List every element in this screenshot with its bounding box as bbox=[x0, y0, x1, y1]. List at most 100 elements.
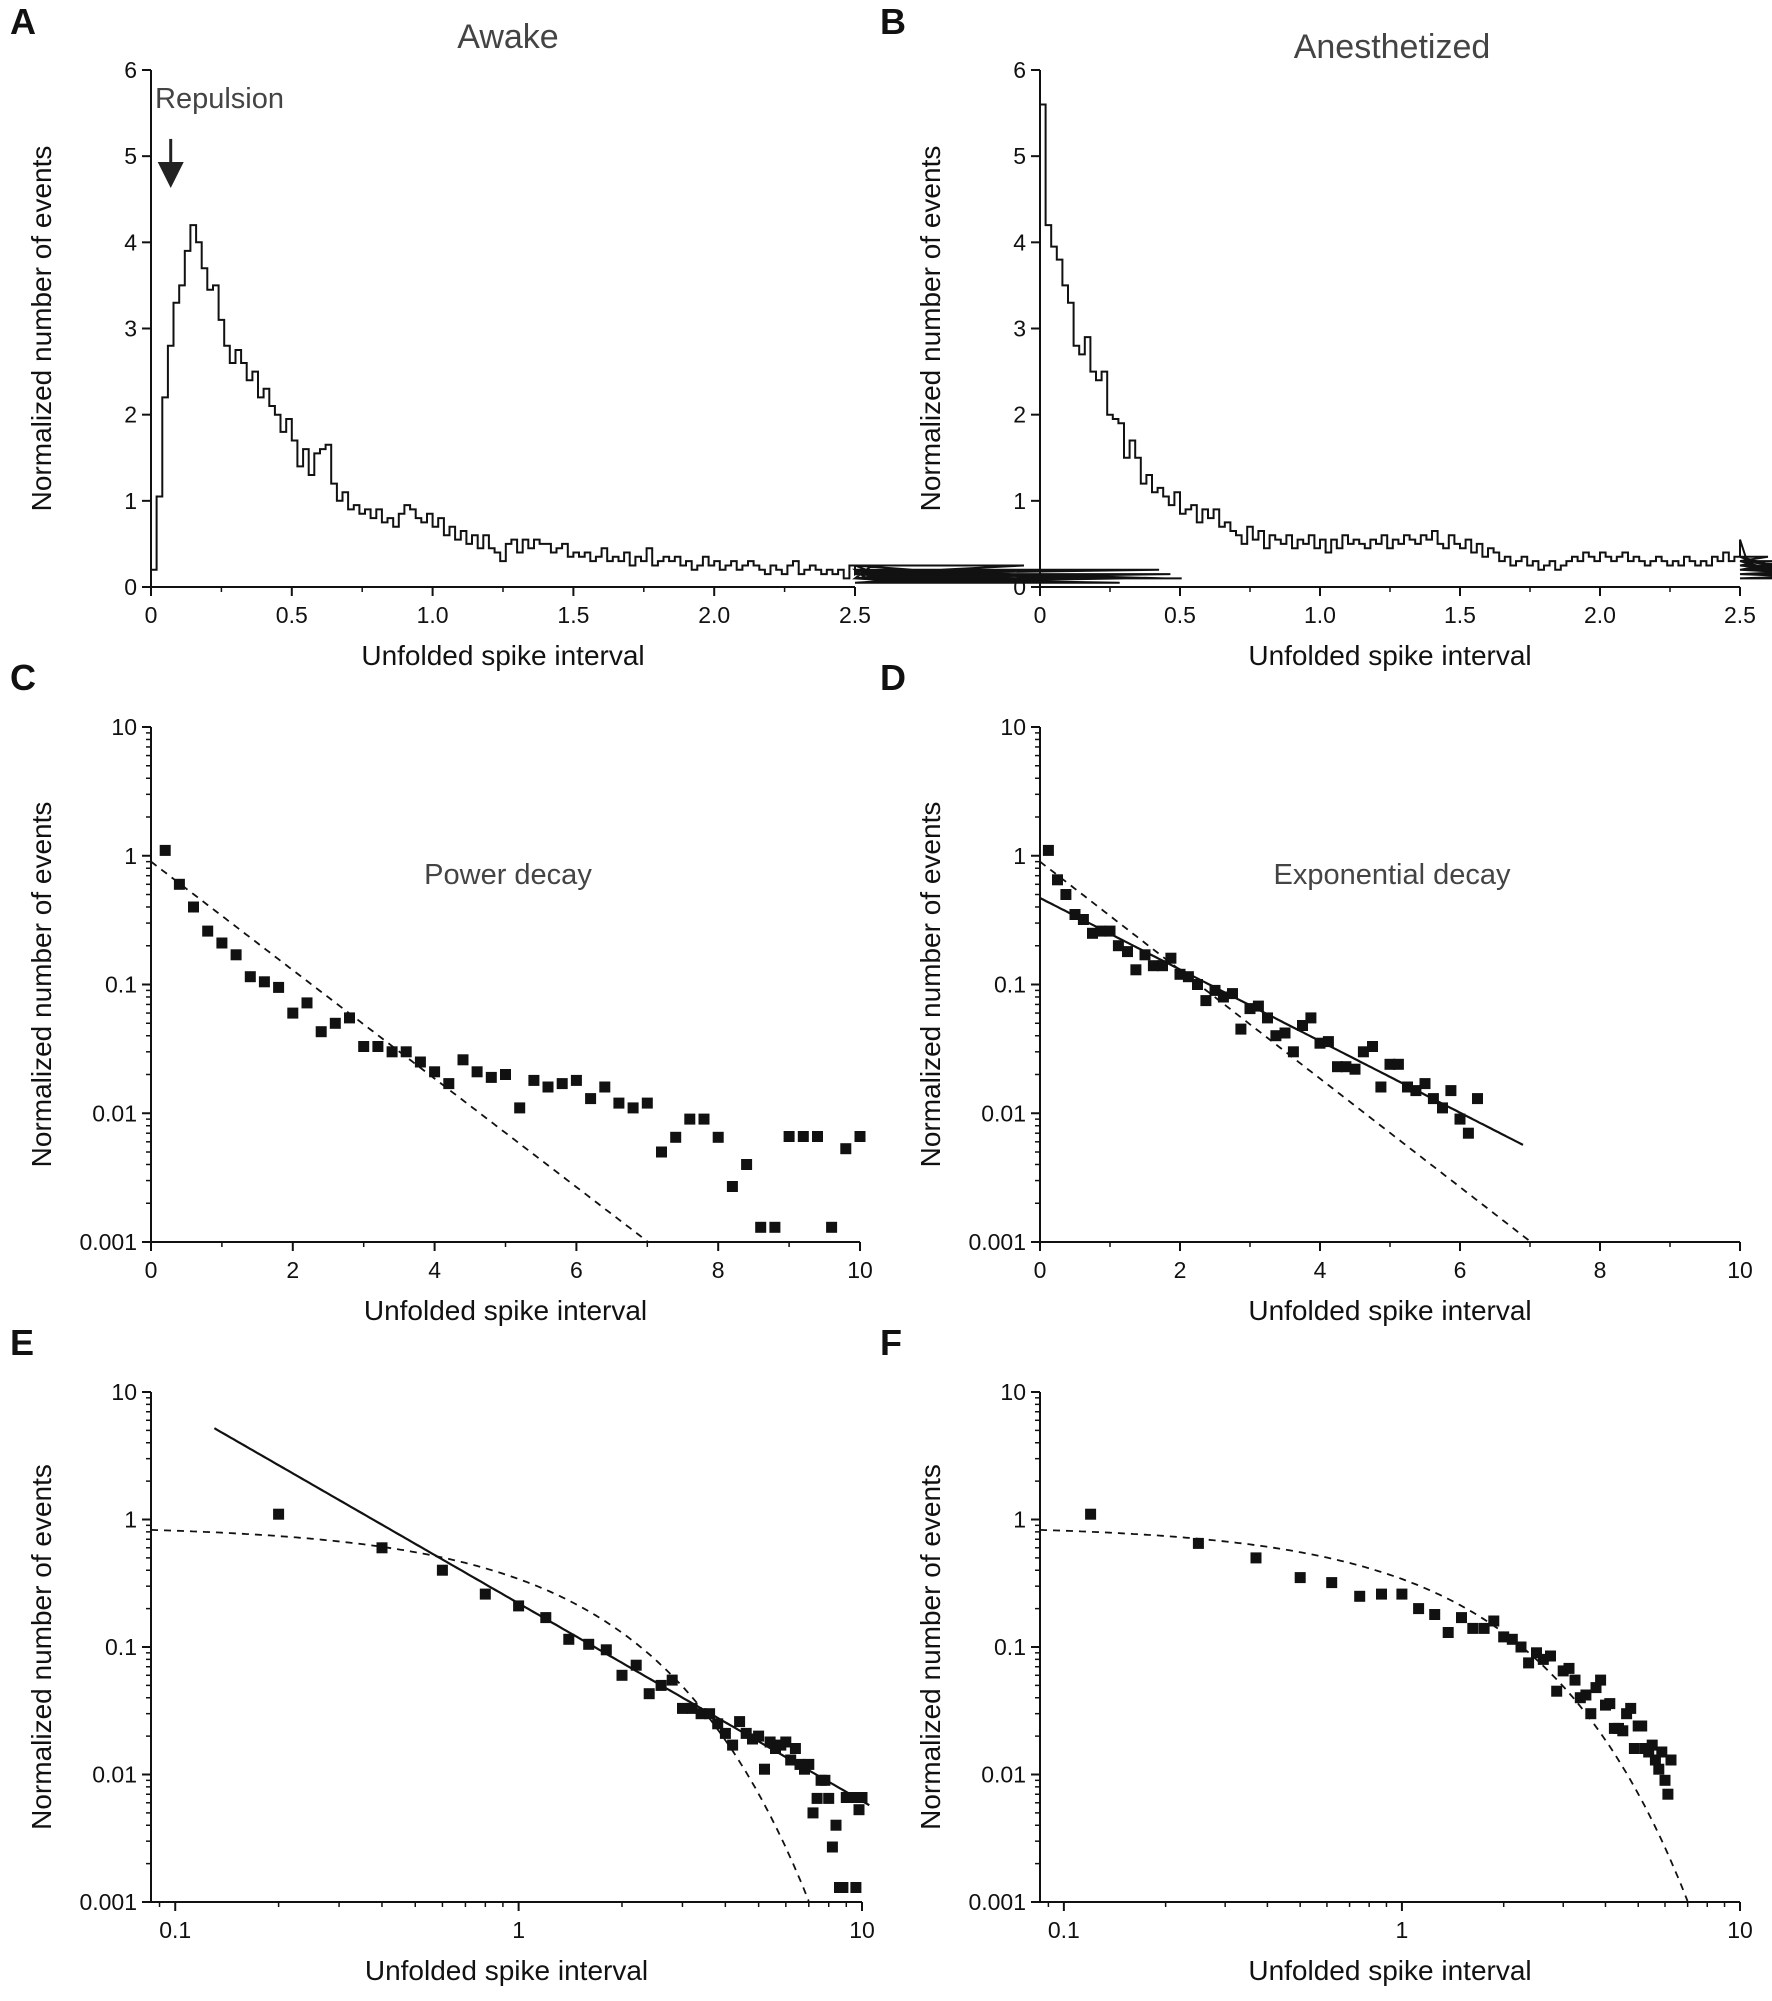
data-point bbox=[528, 1074, 540, 1086]
data-point bbox=[1112, 940, 1124, 952]
x-tick-label: 0.1 bbox=[159, 1917, 191, 1943]
data-point bbox=[1157, 960, 1168, 972]
y-tick-label: 1 bbox=[124, 488, 137, 514]
data-point bbox=[1217, 991, 1229, 1003]
data-point bbox=[847, 1792, 859, 1803]
data-point bbox=[1085, 1508, 1097, 1520]
data-point bbox=[173, 878, 185, 890]
y-tick-label: 10 bbox=[111, 714, 137, 740]
data-point bbox=[1467, 1622, 1479, 1634]
data-point bbox=[630, 1659, 642, 1671]
y-tick-label: 3 bbox=[1013, 316, 1026, 342]
x-axis-label: Unfolded spike interval bbox=[365, 1955, 648, 1986]
data-point bbox=[258, 976, 270, 988]
data-point bbox=[436, 1564, 448, 1576]
data-point bbox=[1250, 1552, 1262, 1564]
data-point bbox=[726, 1181, 738, 1192]
data-point bbox=[376, 1542, 388, 1554]
data-point bbox=[1625, 1702, 1637, 1714]
y-tick-label: 1 bbox=[1013, 843, 1026, 869]
data-point bbox=[719, 1727, 731, 1739]
data-point bbox=[315, 1026, 327, 1038]
data-point bbox=[1557, 1665, 1569, 1677]
data-point bbox=[1580, 1689, 1592, 1701]
data-point bbox=[769, 1221, 781, 1233]
x-tick-label: 0 bbox=[145, 602, 158, 628]
data-point bbox=[641, 1097, 653, 1109]
data-point bbox=[1297, 1020, 1308, 1031]
data-point bbox=[513, 1600, 525, 1612]
data-point bbox=[695, 1708, 707, 1720]
data-point bbox=[1545, 1650, 1556, 1662]
data-point bbox=[273, 1508, 285, 1520]
data-point bbox=[747, 1733, 758, 1745]
x-tick-label: 1.5 bbox=[557, 602, 589, 628]
data-point bbox=[1174, 968, 1186, 980]
data-point bbox=[1656, 1746, 1668, 1758]
data-point bbox=[540, 1612, 552, 1624]
data-point bbox=[1396, 1588, 1408, 1600]
x-tick-label: 2.0 bbox=[1584, 602, 1616, 628]
data-point bbox=[1445, 1085, 1457, 1097]
panel-label: B bbox=[880, 1, 906, 42]
data-point bbox=[797, 1131, 809, 1142]
data-point bbox=[1244, 1003, 1256, 1015]
y-tick-label: 0.1 bbox=[994, 972, 1026, 998]
x-tick-label: 4 bbox=[1314, 1257, 1327, 1283]
data-point bbox=[556, 1078, 568, 1090]
panel-annotation: Power decay bbox=[424, 859, 592, 891]
data-point bbox=[414, 1056, 426, 1068]
data-point bbox=[803, 1758, 815, 1770]
data-point bbox=[753, 1730, 765, 1742]
data-point bbox=[514, 1102, 526, 1114]
data-point bbox=[712, 1718, 724, 1730]
x-tick-label: 8 bbox=[1594, 1257, 1607, 1283]
data-point bbox=[1563, 1662, 1575, 1674]
data-point bbox=[826, 1221, 838, 1233]
panel-d: D 0 2 4 6 8 10 0.001 0.01 0.1 1 10 Unfolded spike in… bbox=[880, 657, 1753, 1326]
panel-a: A 0 0.5 1.0 1.5 2.0 2.5 0 1 2 3 4 5 6 Unfolded spike i… bbox=[10, 1, 1182, 671]
y-tick-label: 2 bbox=[124, 402, 137, 428]
x-tick-label: 8 bbox=[712, 1257, 725, 1283]
data-point bbox=[1087, 927, 1098, 939]
histogram-steps bbox=[150, 224, 1182, 587]
data-point bbox=[856, 1792, 868, 1803]
data-point bbox=[1287, 1046, 1299, 1058]
y-tick-label: 2 bbox=[1013, 402, 1026, 428]
data-point bbox=[1235, 1023, 1247, 1035]
data-point bbox=[1569, 1674, 1581, 1686]
data-point bbox=[783, 1131, 795, 1142]
panel-title: Anesthetized bbox=[1294, 28, 1491, 66]
y-tick-label: 1 bbox=[1013, 1507, 1026, 1533]
data-point bbox=[785, 1754, 797, 1766]
data-point bbox=[1585, 1708, 1597, 1720]
data-point bbox=[1402, 1081, 1413, 1093]
data-point bbox=[273, 981, 285, 993]
data-point bbox=[1456, 1612, 1467, 1624]
data-point bbox=[780, 1736, 792, 1748]
data-point bbox=[1419, 1078, 1431, 1090]
fit-dashed-line bbox=[1039, 860, 1531, 1243]
data-point bbox=[1130, 964, 1142, 976]
panel-e: E 0.1 1 10 0.001 0.01 0.1 1 10 Unfolded spike int… bbox=[10, 1322, 875, 1986]
y-tick-label: 0.1 bbox=[105, 972, 137, 998]
data-point bbox=[542, 1081, 554, 1093]
data-point bbox=[670, 1131, 682, 1143]
data-point bbox=[600, 1644, 612, 1656]
data-point bbox=[1454, 1113, 1466, 1125]
data-point bbox=[1442, 1627, 1454, 1638]
x-tick-label: 2.0 bbox=[698, 602, 730, 628]
data-point bbox=[1410, 1085, 1422, 1097]
data-point bbox=[1139, 949, 1151, 961]
histogram-steps bbox=[1039, 103, 1772, 587]
data-point bbox=[244, 971, 256, 983]
x-tick-label: 1 bbox=[1396, 1917, 1409, 1943]
x-tick-label: 1.0 bbox=[417, 602, 449, 628]
y-tick-label: 1 bbox=[124, 843, 137, 869]
data-point bbox=[1659, 1774, 1671, 1786]
data-point bbox=[1531, 1647, 1542, 1659]
y-tick-label: 1 bbox=[124, 1507, 137, 1533]
data-point bbox=[188, 901, 199, 913]
data-point bbox=[1262, 1012, 1273, 1024]
